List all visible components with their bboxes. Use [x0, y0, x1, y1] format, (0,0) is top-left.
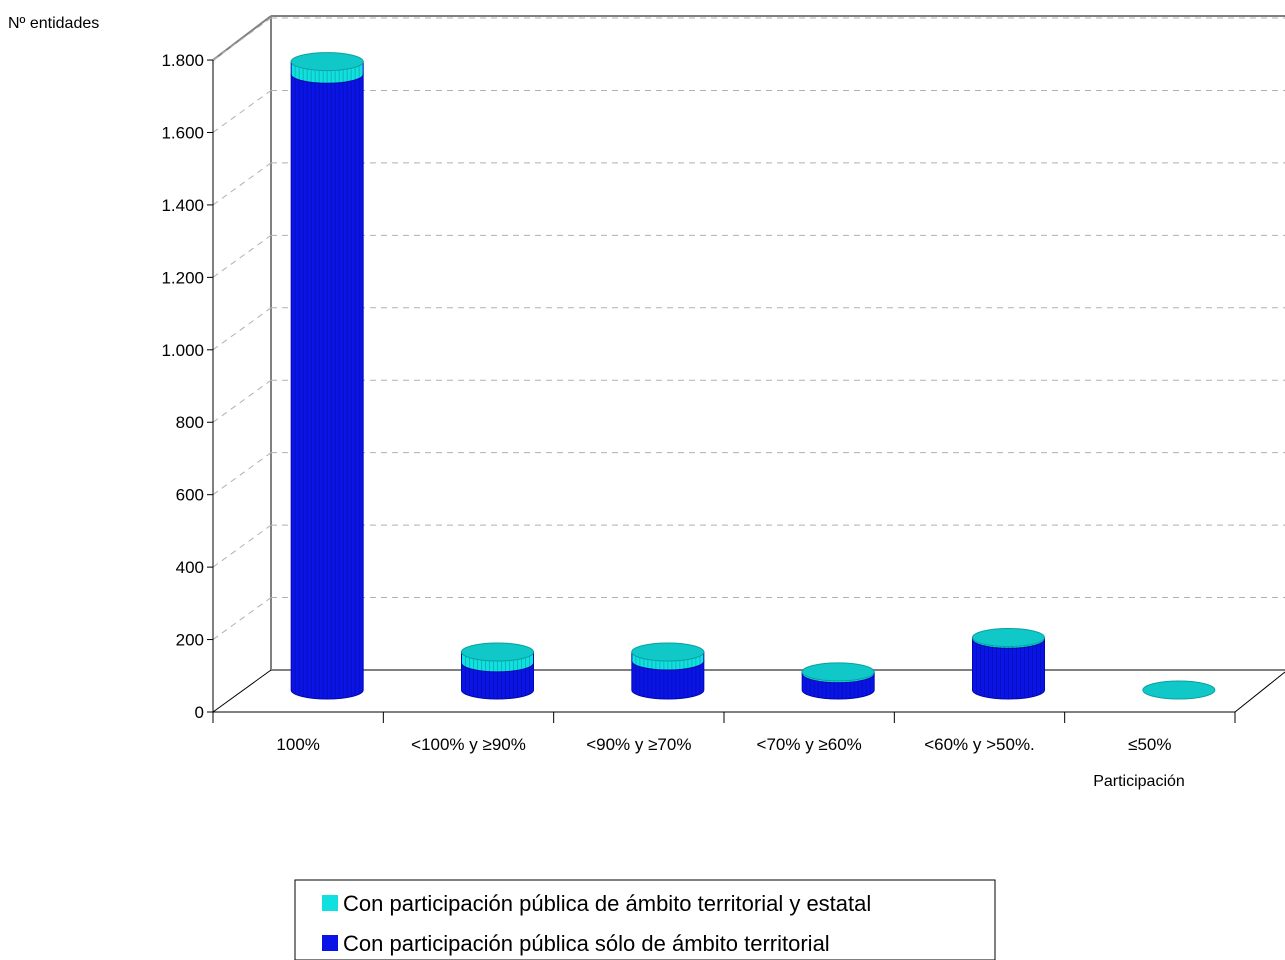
- chart-walls: [212, 15, 1285, 713]
- x-tick-label: 100%: [276, 735, 319, 754]
- legend-box: [294, 879, 996, 960]
- bar-2: [631, 642, 705, 700]
- x-tick-label: <90% y ≥70%: [586, 735, 691, 754]
- y-tick-label: 400: [176, 558, 204, 577]
- gridline-diagonal: [212, 597, 272, 640]
- y-tick-label: 1.600: [161, 123, 204, 142]
- y-tick-label: 1.200: [161, 268, 204, 287]
- bar-3: [801, 662, 875, 700]
- gridline-diagonal: [212, 379, 272, 423]
- y-tick-label: 1.000: [161, 341, 204, 360]
- legend-label-territorial-estatal: Con participación pública de ámbito terr…: [343, 891, 871, 916]
- bar-cap: [461, 642, 534, 662]
- back-wall-edge: [270, 16, 1285, 671]
- bar-cap: [631, 642, 705, 662]
- bar-segment-territorial: [972, 638, 1045, 700]
- gridline-diagonal: [212, 452, 272, 496]
- bar-1: [461, 642, 534, 700]
- axes: [212, 60, 1235, 713]
- y-tick-label: 600: [176, 486, 204, 505]
- bar-cap: [1142, 680, 1216, 700]
- gridlines: [212, 17, 1285, 640]
- y-tick-label: 800: [176, 413, 204, 432]
- bar-segment-territorial: [290, 73, 364, 700]
- gridline-diagonal: [212, 234, 272, 278]
- gridline-diagonal: [212, 17, 272, 61]
- gridline-diagonal: [212, 307, 272, 351]
- floor-right-edge: [1234, 671, 1285, 713]
- side-wall-top: [212, 15, 272, 61]
- bar-cap: [972, 627, 1045, 647]
- legend-swatch-territorial: [322, 935, 338, 951]
- bar-segment-territorial: [631, 660, 705, 700]
- gridline-diagonal: [212, 90, 272, 133]
- x-tick-label: <70% y ≥60%: [757, 735, 862, 754]
- x-tick-label: <100% y ≥90%: [411, 735, 526, 754]
- y-axis-ticks: 0 200 400 600 800 1.000 1.200 1.400 1.600 1.800: [161, 51, 213, 722]
- y-tick-label: 200: [176, 631, 204, 650]
- x-tick-label: <60% y >50%.: [924, 735, 1035, 754]
- y-tick-label: 1.400: [161, 196, 204, 215]
- gridline-diagonal: [212, 524, 272, 568]
- y-tick-label: 0: [195, 703, 204, 722]
- legend-label-territorial: Con participación pública sólo de ámbito…: [343, 931, 830, 956]
- bars: [290, 52, 1216, 700]
- y-tick-label: 1.800: [161, 51, 204, 70]
- bar-segment-territorial: [461, 662, 534, 700]
- bar-cap: [801, 662, 875, 682]
- x-axis-title: Participación: [1093, 773, 1185, 790]
- bar-0: [290, 52, 364, 700]
- y-axis-title: Nº entidades: [8, 15, 99, 32]
- x-axis-ticks: 100% <100% y ≥90% <90% y ≥70% <70% y ≥60% <6…: [212, 712, 1236, 754]
- bar-4: [972, 627, 1045, 700]
- bar-5: [1142, 680, 1216, 700]
- bar-cap: [290, 52, 364, 72]
- legend-swatch-territorial-estatal: [322, 895, 338, 911]
- floor-left-edge: [212, 669, 272, 713]
- legend: Con participación pública de ámbito terr…: [294, 879, 996, 960]
- gridline-diagonal: [212, 162, 272, 206]
- x-tick-label: ≤50%: [1128, 735, 1171, 754]
